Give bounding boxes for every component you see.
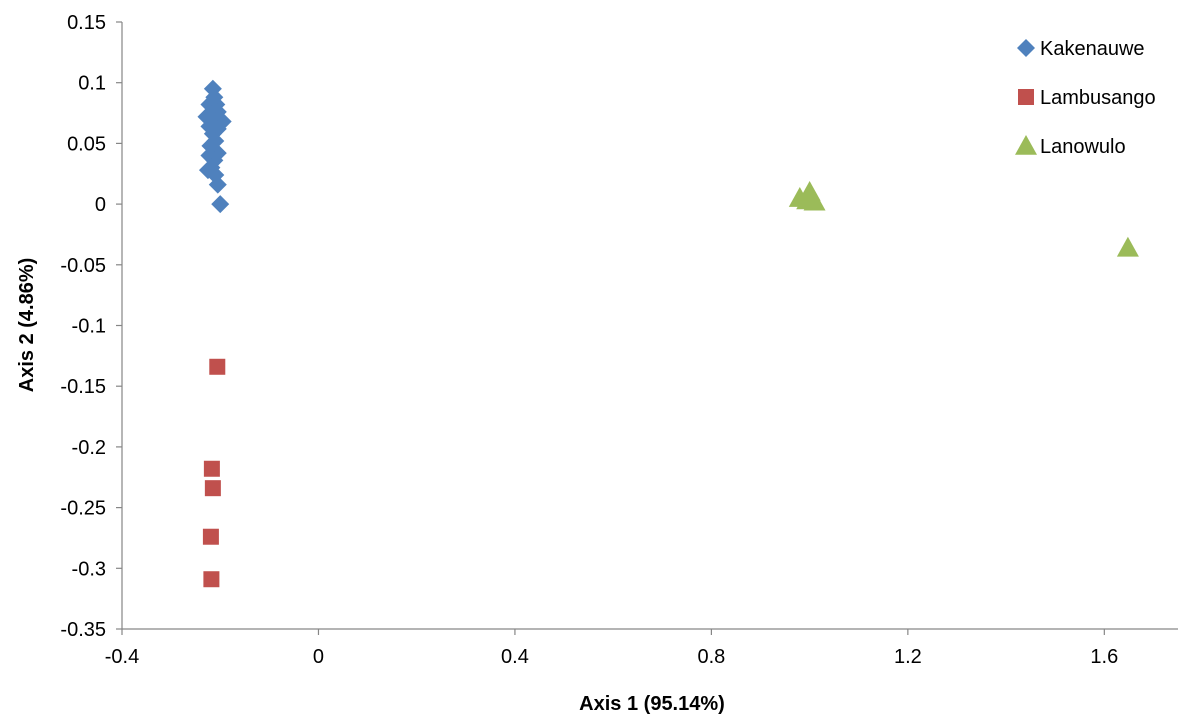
legend-marker-kakenauwe [1017, 39, 1035, 57]
y-tick-label: -0.05 [60, 255, 106, 277]
x-axis-title: Axis 1 (95.14%) [579, 693, 725, 715]
x-tick-label: -0.4 [105, 646, 139, 668]
point-kakenauwe [211, 195, 230, 214]
point-lambusango [202, 528, 219, 545]
point-kakenauwe [208, 175, 227, 194]
y-tick-label: -0.35 [60, 619, 106, 641]
x-tick-label: 1.2 [894, 646, 922, 668]
y-tick-label: -0.3 [72, 558, 106, 580]
x-tick-label: 0.4 [501, 646, 529, 668]
axes [121, 22, 1178, 630]
y-ticks: 0.15 0.1 0.05 0 -0.05 -0.1 -0.15 -0.2 -0.25 -0.3 -… [60, 12, 122, 641]
y-axis-title: Axis 2 (4.86%) [16, 258, 38, 393]
y-tick-label: -0.15 [60, 376, 106, 398]
point-lambusango [204, 480, 221, 497]
legend-label-lambusango: Lambusango [1040, 87, 1156, 109]
legend: Kakenauwe Lambusango Lanowulo [1015, 38, 1156, 158]
legend-label-kakenauwe: Kakenauwe [1040, 38, 1145, 60]
x-tick-label: 0.8 [697, 646, 725, 668]
x-tick-label: 1.6 [1090, 646, 1118, 668]
y-tick-label: 0 [95, 194, 106, 216]
point-lambusango [203, 460, 220, 477]
y-tick-label: -0.1 [72, 316, 106, 338]
y-tick-label: -0.2 [72, 437, 106, 459]
y-tick-label: 0.05 [67, 133, 106, 155]
x-tick-label: 0 [313, 646, 324, 668]
point-kakenauwe [200, 117, 219, 136]
y-tick-label: 0.15 [67, 12, 106, 34]
y-tick-label: 0.1 [78, 73, 106, 95]
data-points [197, 79, 1139, 588]
legend-label-lanowulo: Lanowulo [1040, 136, 1126, 158]
legend-marker-lambusango [1018, 89, 1034, 105]
legend-marker-lanowulo [1015, 135, 1037, 155]
point-kakenauwe [206, 112, 225, 131]
y-tick-label: -0.25 [60, 498, 106, 520]
point-lanowulo [803, 190, 826, 211]
x-ticks: -0.4 0 0.4 0.8 1.2 1.6 [105, 629, 1118, 668]
point-lambusango [209, 358, 226, 375]
point-lanowulo [1116, 236, 1139, 257]
point-lambusango [203, 571, 220, 588]
